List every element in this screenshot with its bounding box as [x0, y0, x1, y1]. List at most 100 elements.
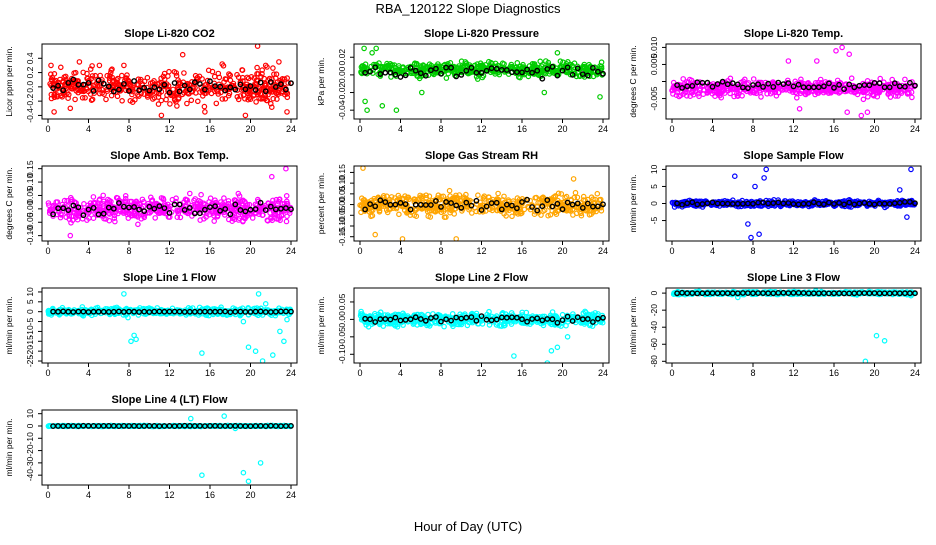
outlier-point — [362, 46, 366, 50]
x-tick-label: 8 — [126, 124, 131, 134]
black-point — [555, 73, 559, 77]
outlier-point — [555, 51, 559, 55]
data-point — [752, 77, 756, 81]
y-tick-label: 0.2 — [25, 66, 35, 78]
outlier-point — [122, 292, 126, 296]
y-tick-label: 0.010 — [649, 37, 659, 59]
outlier-point — [549, 349, 553, 353]
outlier-point — [898, 188, 902, 192]
outlier-point — [255, 44, 259, 48]
x-tick-label: 8 — [750, 246, 755, 256]
outlier-point — [764, 167, 768, 171]
x-tick-label: 16 — [517, 124, 527, 134]
black-point — [253, 207, 257, 211]
data-point — [759, 95, 763, 99]
panel-points — [672, 288, 918, 363]
data-point — [538, 59, 542, 63]
outlier-point — [394, 108, 398, 112]
y-tick-label: 0.15 — [337, 164, 347, 181]
x-tick-label: 0 — [45, 246, 50, 256]
outlier-point — [797, 107, 801, 111]
y-tick-label: -0.005 — [649, 86, 659, 110]
data-point — [496, 191, 500, 195]
figure-title: RBA_120122 Slope Diagnostics — [375, 1, 561, 16]
x-tick-label: 24 — [910, 246, 920, 256]
outlier-point — [284, 167, 288, 171]
outlier-point — [200, 351, 204, 355]
panel-ylabel: kPa per min. — [316, 58, 326, 106]
panel-ylabel: ml/min per min. — [628, 174, 638, 232]
x-tick-label: 4 — [398, 124, 403, 134]
data-point — [476, 193, 480, 197]
black-point — [172, 81, 176, 85]
x-tick-label: 16 — [517, 246, 527, 256]
x-tick-label: 8 — [126, 368, 131, 378]
data-point — [101, 193, 105, 197]
outlier-point — [134, 337, 138, 341]
outlier-point — [285, 110, 289, 114]
x-tick-label: 4 — [86, 124, 91, 134]
panel-title: Slope Line 2 Flow — [435, 272, 528, 284]
data-point — [202, 104, 206, 108]
black-point — [157, 87, 161, 91]
black-point — [258, 80, 262, 84]
outlier-point — [786, 59, 790, 63]
data-point — [595, 192, 599, 196]
data-point — [878, 76, 882, 80]
black-point — [510, 70, 514, 74]
x-tick-label: 0 — [669, 246, 674, 256]
x-tick-label: 12 — [476, 368, 486, 378]
y-tick-label: -10 — [25, 325, 35, 338]
panel-points — [358, 166, 605, 241]
data-point — [120, 99, 124, 103]
panel-title: Slope Gas Stream RH — [425, 150, 538, 162]
data-point — [59, 65, 63, 69]
outlier-point — [749, 235, 753, 239]
y-tick-label: 0.00 — [337, 66, 347, 83]
data-point — [285, 214, 289, 218]
outlier-point — [374, 46, 378, 50]
outlier-point — [757, 232, 761, 236]
x-tick-label: 4 — [710, 246, 715, 256]
panel-points — [670, 45, 917, 118]
black-point — [434, 199, 438, 203]
data-point — [850, 76, 854, 80]
black-point — [177, 202, 181, 206]
panel-points — [670, 167, 917, 240]
outlier-point — [277, 60, 281, 64]
x-tick-label: 0 — [357, 246, 362, 256]
data-point — [212, 219, 216, 223]
y-tick-label: 0.0 — [25, 81, 35, 93]
outlier-point — [762, 176, 766, 180]
outlier-point — [68, 106, 72, 110]
black-point — [469, 203, 473, 207]
outlier-point — [365, 108, 369, 112]
y-tick-label: 5 — [649, 184, 659, 189]
x-tick-label: 24 — [598, 124, 608, 134]
x-tick-label: 16 — [205, 124, 215, 134]
panel-title: Slope Line 1 Flow — [123, 272, 216, 284]
outlier-point — [49, 63, 53, 67]
x-tick-label: 16 — [829, 246, 839, 256]
x-tick-label: 24 — [286, 368, 296, 378]
panel-title: Slope Li-820 Temp. — [744, 28, 843, 40]
panel-points — [358, 309, 605, 365]
data-point — [199, 193, 203, 197]
data-point — [98, 73, 102, 77]
outlier-point — [400, 237, 404, 241]
black-point — [872, 81, 876, 85]
panel-ylabel: degrees C per min. — [628, 45, 638, 117]
x-tick-label: 8 — [438, 124, 443, 134]
outlier-point — [278, 329, 282, 333]
x-tick-label: 20 — [869, 246, 879, 256]
x-tick-label: 24 — [598, 368, 608, 378]
outlier-point — [845, 110, 849, 114]
black-point — [877, 81, 881, 85]
x-tick-label: 0 — [669, 124, 674, 134]
outlier-point — [361, 166, 365, 170]
